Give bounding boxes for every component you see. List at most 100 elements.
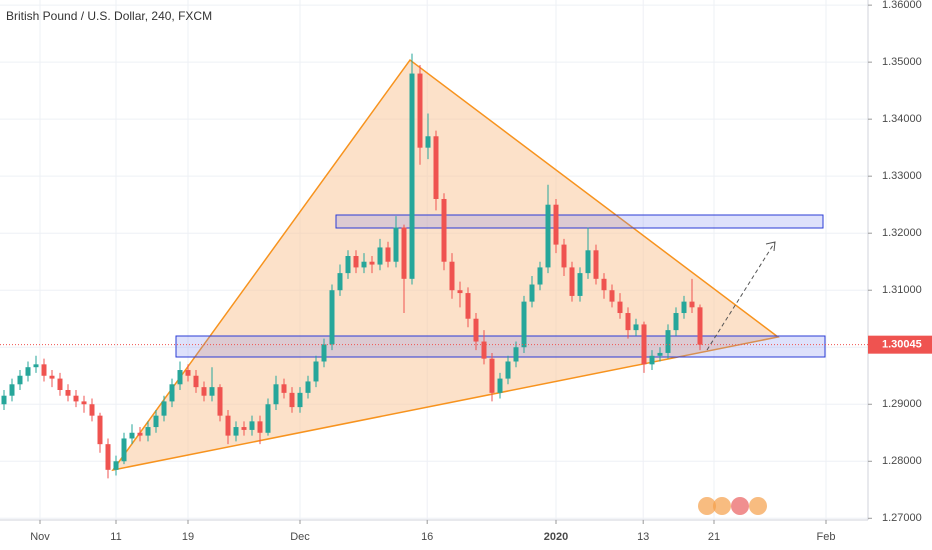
candle-body	[641, 324, 647, 365]
candle-body	[49, 375, 55, 379]
candle-body	[689, 301, 695, 308]
candle-body	[665, 330, 671, 353]
candle-body	[265, 404, 271, 433]
x-tick-label: 16	[421, 531, 433, 543]
candle-body	[137, 432, 143, 436]
candle-body	[193, 375, 199, 388]
y-tick-label: 1.32000	[882, 227, 922, 239]
candle-body	[185, 370, 191, 376]
candle-body	[289, 392, 295, 408]
candle-body	[521, 301, 527, 348]
candle-body	[505, 361, 511, 379]
x-tick-label: Dec	[290, 531, 310, 543]
y-tick-label: 1.36000	[882, 0, 922, 11]
candle-body	[537, 267, 543, 285]
candle-body	[153, 415, 159, 428]
candle-body	[353, 256, 359, 268]
candle-body	[273, 384, 279, 405]
candle-body	[465, 293, 471, 319]
candle-body	[129, 432, 135, 439]
candle-body	[489, 358, 495, 393]
candle-body	[361, 261, 367, 268]
candle-body	[385, 247, 391, 262]
candle-body	[17, 375, 23, 385]
candle-body	[1, 395, 7, 405]
candle-body	[73, 395, 79, 402]
candle-body	[97, 415, 103, 445]
projection-arrow	[706, 241, 776, 351]
candle-body	[409, 73, 415, 279]
candle-body	[281, 384, 287, 393]
candle-body	[25, 367, 31, 376]
candle-body	[233, 427, 239, 436]
candle-body	[257, 421, 263, 433]
x-tick-label: 2020	[544, 531, 568, 543]
candle-body	[473, 318, 479, 342]
candle-body	[345, 256, 351, 274]
candle-body	[417, 73, 423, 148]
candle-body	[681, 301, 687, 314]
candle-body	[569, 267, 575, 296]
candle-body	[617, 301, 623, 314]
logo	[698, 497, 767, 515]
candle-body	[529, 284, 535, 302]
candle-body	[57, 378, 63, 390]
candle-body	[601, 278, 607, 291]
candle-body	[89, 404, 95, 416]
candle-body	[449, 261, 455, 291]
candle-body	[393, 227, 399, 262]
candle-body	[481, 341, 487, 359]
y-tick-label: 1.29000	[882, 398, 922, 410]
candle-body	[401, 227, 407, 279]
candle-body	[169, 384, 175, 402]
candle-body	[553, 204, 559, 245]
triangle-pattern	[111, 58, 780, 472]
candle-body	[161, 401, 167, 416]
x-tick-label: 13	[637, 531, 649, 543]
y-tick-label: 1.34000	[882, 113, 922, 125]
candle-body	[513, 347, 519, 362]
candle-body	[657, 352, 663, 356]
candle-body	[297, 392, 303, 408]
candle-body	[65, 390, 71, 396]
candle-body	[145, 427, 151, 436]
candle-body	[177, 370, 183, 385]
candle-body	[625, 313, 631, 331]
candle-body	[369, 261, 375, 265]
candle-body	[249, 421, 255, 430]
candle-body	[425, 136, 431, 148]
candle-body	[337, 273, 343, 291]
candle-body	[609, 290, 615, 302]
candle-body	[217, 387, 223, 416]
arrow-head	[765, 241, 776, 252]
candle-body	[201, 387, 207, 396]
support-zone	[175, 335, 826, 358]
candle-body	[305, 381, 311, 393]
candle-body	[433, 136, 439, 199]
chart-title: British Pound / U.S. Dollar, 240, FXCM	[6, 9, 212, 23]
candle-body	[9, 384, 15, 396]
candle-body	[561, 244, 567, 268]
candle-body	[241, 427, 247, 430]
resistance-zone	[335, 214, 824, 229]
candle-body	[697, 307, 703, 345]
candle-body	[105, 444, 111, 470]
candle-body	[593, 250, 599, 279]
y-tick-label: 1.35000	[882, 56, 922, 68]
y-tick-label: 1.31000	[882, 284, 922, 296]
candle-body	[321, 344, 327, 362]
candle-body	[577, 273, 583, 296]
candle-body	[633, 324, 639, 331]
x-tick-label: 21	[708, 531, 720, 543]
last-price-box	[868, 335, 932, 354]
candle-body	[545, 204, 551, 268]
y-tick-label: 1.28000	[882, 455, 922, 467]
last-price-label: 1.30045	[882, 339, 922, 351]
candle-body	[649, 355, 655, 365]
y-tick-label: 1.27000	[882, 512, 922, 524]
candle-body	[33, 364, 39, 368]
candle-body	[585, 250, 591, 274]
candle-body	[497, 378, 503, 393]
